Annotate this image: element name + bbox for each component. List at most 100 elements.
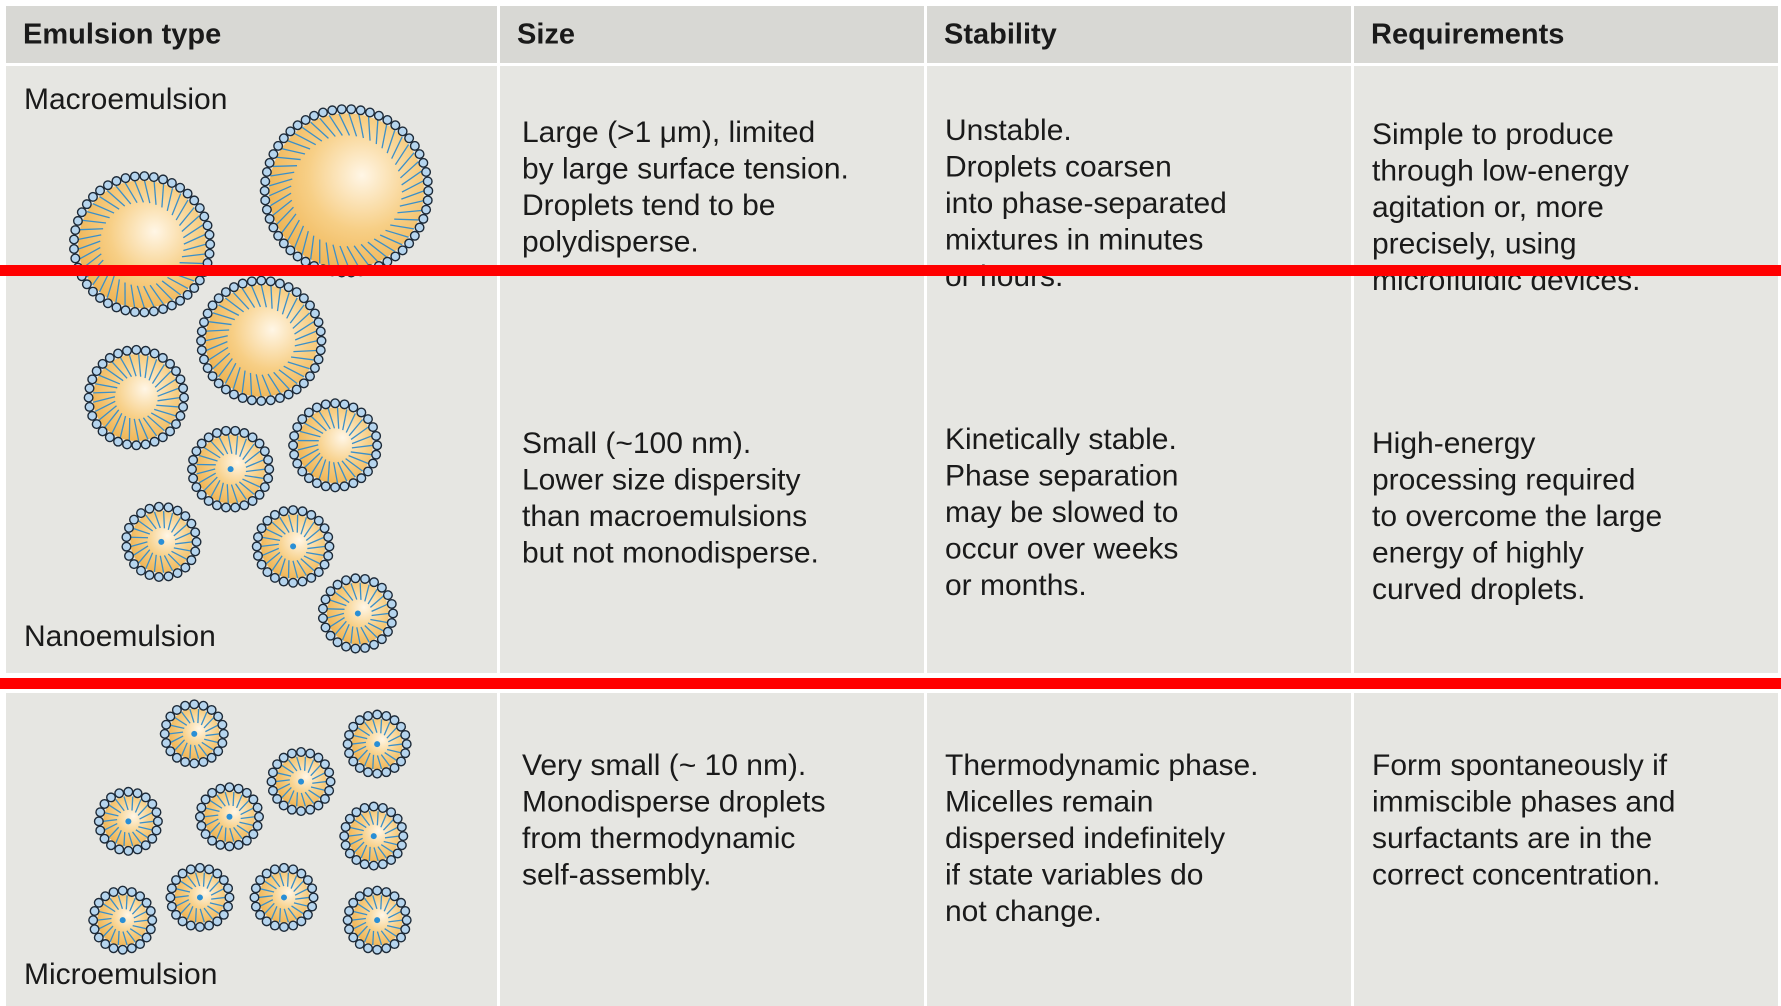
surfactant-tail [288, 873, 289, 887]
surfactant-head [141, 841, 150, 850]
surfactant-head [401, 925, 410, 934]
surfactant-head [198, 346, 207, 355]
surfactant-head [419, 215, 428, 224]
surfactant-head [370, 640, 379, 649]
surfactant-head [320, 524, 329, 533]
surfactant-head [263, 568, 272, 577]
surfactant-head [162, 739, 171, 748]
surfactant-head [231, 503, 240, 512]
surfactant-tail [164, 511, 165, 528]
stability-text: dispersed indefinitely [945, 822, 1225, 855]
surfactant-head [265, 465, 274, 474]
surfactant-head [361, 575, 370, 584]
surfactant-head [297, 807, 306, 816]
requirements-text: agitation or, more [1372, 191, 1604, 224]
surfactant-head [178, 869, 187, 878]
surfactant-head [71, 226, 80, 235]
surfactant-head [305, 474, 314, 483]
surfactant-tail [126, 895, 127, 909]
surfactant-head [321, 400, 330, 409]
surfactant-head [200, 318, 209, 327]
surfactant-head [331, 399, 340, 408]
surfactant-head [70, 235, 79, 244]
size-text: Large (>1 μm), limited [522, 116, 815, 149]
surfactant-head [114, 437, 123, 446]
surfactant-head [107, 793, 116, 802]
surfactant-head [132, 441, 141, 450]
surfactant-head [349, 933, 358, 942]
stability-text: into phase-separated [945, 187, 1227, 220]
surfactant-head [181, 701, 190, 710]
surfactant-head [337, 105, 346, 114]
stability-text: mixtures in minutes [945, 223, 1203, 256]
surfactant-head [132, 346, 141, 355]
surfactant-head [180, 393, 189, 402]
surfactant-head [224, 902, 233, 911]
stability-text: not change. [945, 895, 1102, 928]
surfactant-head [384, 627, 393, 636]
requirements-text: High-energy [1372, 427, 1535, 460]
surfactant-head [192, 447, 201, 456]
surfactant-head [166, 893, 175, 902]
surfactant-head [311, 309, 320, 318]
surfactant-head [269, 150, 278, 159]
surfactant-head [355, 892, 364, 901]
surfactant-head [298, 507, 307, 516]
surfactant-head [168, 301, 177, 310]
surfactant-head [398, 127, 407, 136]
surfactant-head [343, 916, 352, 925]
surfactant-tail [373, 755, 374, 769]
surfactant-head [308, 884, 317, 893]
surfactant-head [260, 187, 269, 196]
surfactant-head [252, 884, 261, 893]
surfactant-head [360, 860, 369, 869]
surfactant-head [155, 573, 164, 582]
surfactant-head [252, 542, 261, 551]
surfactant-head [288, 805, 297, 814]
surfactant-tail [297, 792, 298, 806]
surfactant-head [263, 168, 272, 177]
surfactant-head [190, 284, 199, 293]
surfactant-head [172, 420, 181, 429]
surfactant-head [176, 375, 185, 384]
surfactant-head [118, 945, 127, 954]
surfactant-head [191, 528, 200, 537]
surfactant-head [341, 823, 350, 832]
surfactant-head [340, 400, 349, 409]
surfactant-head [106, 354, 115, 363]
surfactant-head [164, 503, 173, 512]
surfactant-head [351, 574, 360, 583]
surfactant-head [319, 604, 328, 613]
surfactant-head [364, 768, 373, 777]
surfactant-head [243, 836, 252, 845]
surfactant-head [319, 614, 328, 623]
surfactant-head [231, 427, 240, 436]
surfactant-head [372, 450, 381, 459]
size-text: from thermodynamic [522, 822, 795, 855]
surfactant-head [218, 720, 227, 729]
surfactant-head [173, 506, 182, 515]
droplet-center [125, 818, 131, 824]
surfactant-head [289, 578, 298, 587]
surfactant-head [146, 925, 155, 934]
surfactant-head [304, 876, 313, 885]
type-label: Nanoemulsion [24, 620, 216, 653]
surfactant-head [204, 497, 213, 506]
surfactant-head [369, 459, 378, 468]
surfactant-head [106, 433, 115, 442]
surfactant-head [155, 502, 164, 511]
surfactant-head [255, 490, 264, 499]
surfactant-head [355, 716, 364, 725]
surfactant-head [122, 542, 131, 551]
surfactant-head [130, 515, 139, 524]
surfactant-head [383, 257, 392, 266]
surfactant-head [309, 893, 318, 902]
surfactant-head [225, 842, 234, 851]
droplet-center [371, 833, 377, 839]
stability-text: Micelles remain [945, 785, 1153, 818]
surfactant-head [366, 108, 375, 117]
surfactant-head [373, 710, 382, 719]
surfactant-head [405, 239, 414, 248]
surfactant-head [364, 415, 373, 424]
surfactant-tail [225, 828, 226, 842]
